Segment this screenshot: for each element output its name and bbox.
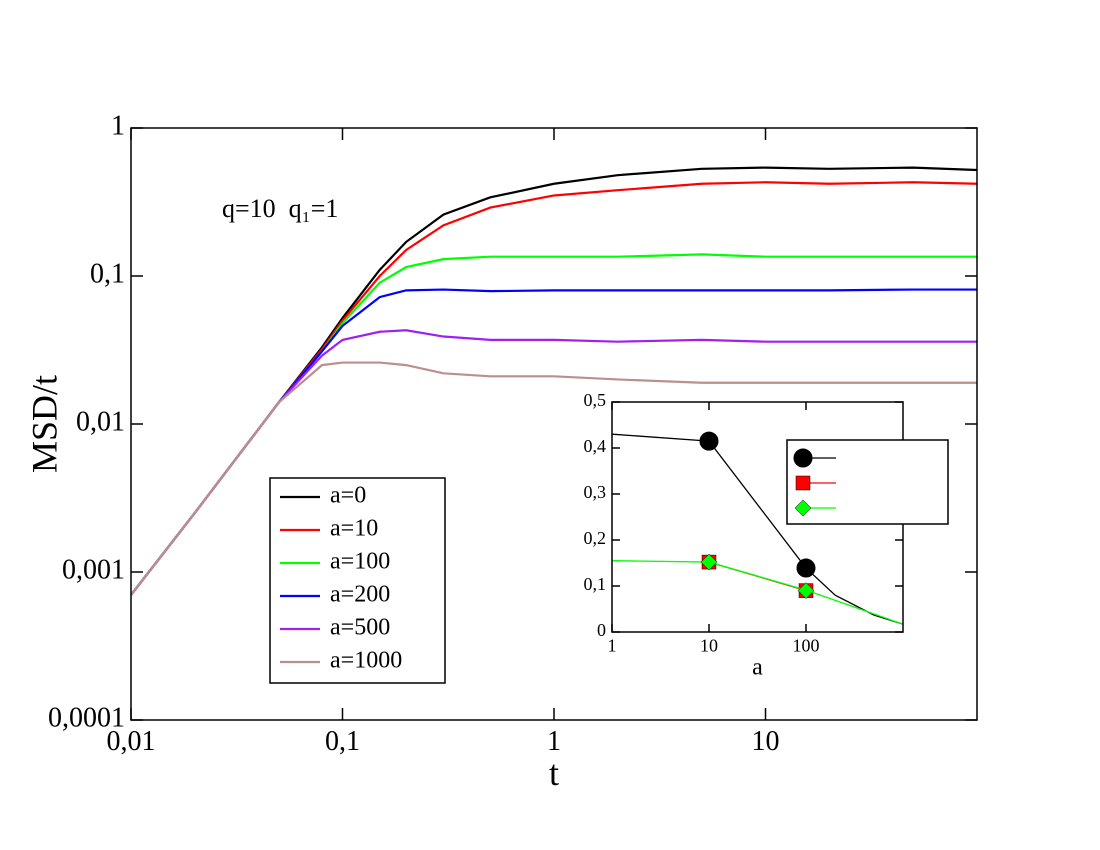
y-tick-label: 1 [111,110,125,141]
legend-label: a=100 [330,549,390,575]
plot-frame [130,127,978,721]
series-line [131,329,977,596]
marker [793,448,813,468]
y-tick-label: 0,01 [76,406,125,437]
y-tick-label: 0,3 [584,482,607,502]
y-tick-label: 0,5 [584,390,607,410]
marker [795,475,811,491]
marker [796,558,816,578]
marker [699,431,719,451]
legend-box [269,477,446,684]
y-tick-label: 0,1 [584,574,607,594]
y-tick-label: 0 [597,620,606,640]
series-line [612,560,903,625]
y-tick-label: 0,1 [90,258,125,289]
legend-box [786,439,949,525]
x-tick-label: 100 [793,635,820,655]
marker [794,499,812,517]
x-tick-label: 1 [547,726,561,757]
x-axis-label: t [549,753,559,793]
legend-label: a=1000 [330,648,402,674]
y-tick-label: 0,4 [584,436,607,456]
x-tick-label: 0,01 [107,726,156,757]
series-line [612,433,903,625]
series-line [131,361,977,596]
y-tick-label: 0,0001 [48,702,125,733]
series-line [131,288,977,596]
marker [797,582,815,599]
x-tick-label: 1 [608,635,617,655]
legend-label: a=200 [330,582,390,608]
legend-label: a=10 [330,516,378,542]
x-tick-label: 10 [752,726,780,757]
y-axis-label: MSD/t [24,375,64,473]
x-axis-label: a [752,655,763,681]
y-tick-label: 0,001 [62,554,125,585]
marker [700,553,718,571]
annotation: q=10 q₁=1 [222,194,338,223]
legend-label: a=500 [330,615,390,641]
x-tick-label: 0,1 [325,726,360,757]
legend-label: a=0 [330,483,366,509]
y-tick-label: 0,2 [584,528,607,548]
x-tick-label: 10 [700,635,718,655]
